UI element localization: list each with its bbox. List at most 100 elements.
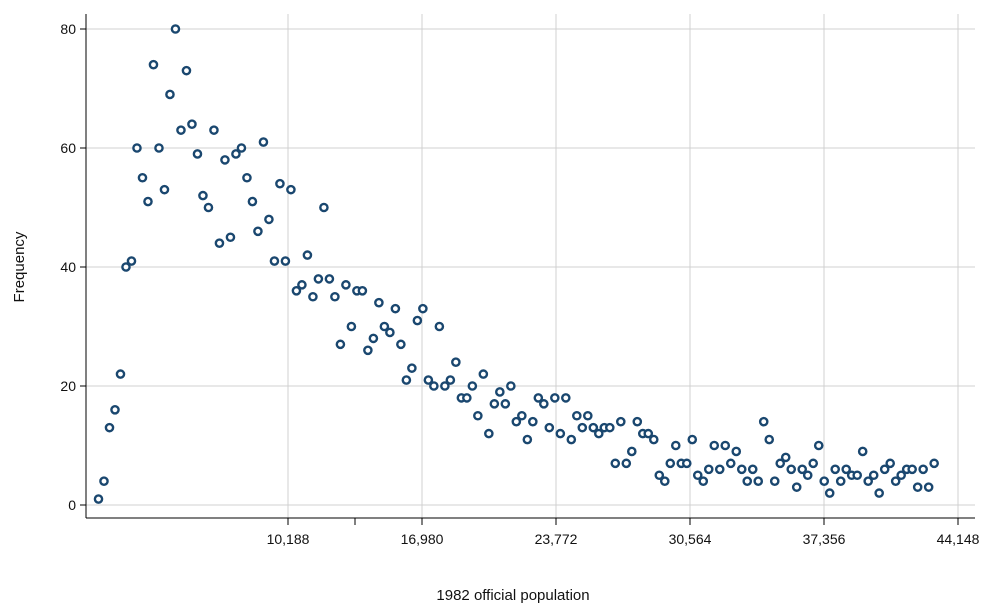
data-point bbox=[747, 464, 758, 475]
data-point bbox=[181, 65, 192, 76]
x-axis-title: 1982 official population bbox=[436, 587, 589, 604]
data-point bbox=[780, 452, 791, 463]
data-point bbox=[670, 440, 681, 451]
data-point bbox=[434, 321, 445, 332]
data-point bbox=[681, 458, 692, 469]
data-point bbox=[225, 232, 236, 243]
x-tick-label: 30,564 bbox=[669, 531, 712, 547]
data-point bbox=[253, 226, 263, 237]
data-point bbox=[308, 291, 318, 302]
data-point bbox=[572, 410, 582, 421]
data-point bbox=[467, 381, 478, 391]
data-point bbox=[220, 155, 230, 165]
y-axis-title: Frequency bbox=[11, 231, 28, 302]
data-point bbox=[445, 375, 456, 385]
data-point bbox=[830, 464, 841, 475]
data-point bbox=[786, 464, 797, 475]
data-point bbox=[654, 470, 665, 481]
data-point bbox=[275, 178, 285, 189]
data-point bbox=[566, 434, 577, 445]
data-point bbox=[742, 476, 753, 487]
data-point bbox=[451, 357, 461, 368]
x-ticks: 10,188 16,980 23,772 30,564 37,356 44,148 bbox=[267, 518, 980, 547]
data-point bbox=[879, 464, 890, 475]
data-point bbox=[791, 482, 802, 492]
data-point bbox=[528, 416, 538, 427]
data-point bbox=[473, 410, 483, 421]
data-point bbox=[824, 488, 835, 498]
data-point bbox=[753, 476, 764, 487]
data-point bbox=[484, 428, 494, 439]
data-point bbox=[588, 422, 599, 433]
data-point bbox=[170, 24, 181, 34]
data-point bbox=[379, 321, 390, 332]
data-point bbox=[418, 303, 428, 314]
data-point bbox=[368, 333, 379, 344]
y-tick-label: 0 bbox=[68, 497, 76, 513]
data-point bbox=[258, 137, 269, 147]
data-point bbox=[390, 303, 401, 314]
data-point bbox=[385, 327, 395, 338]
data-point bbox=[412, 315, 423, 326]
x-tick-label: 23,772 bbox=[535, 531, 578, 547]
data-point bbox=[110, 404, 120, 415]
data-point bbox=[621, 458, 632, 469]
data-point bbox=[489, 399, 500, 409]
data-point bbox=[692, 470, 703, 481]
data-point bbox=[495, 387, 505, 397]
data-point bbox=[423, 375, 434, 385]
data-point bbox=[335, 339, 346, 350]
data-point bbox=[236, 143, 247, 153]
data-point bbox=[324, 274, 335, 284]
data-point bbox=[330, 291, 340, 302]
data-point bbox=[357, 285, 368, 296]
data-point bbox=[517, 410, 527, 421]
data-point bbox=[539, 399, 549, 409]
data-point bbox=[912, 482, 923, 492]
data-point bbox=[187, 119, 197, 129]
data-point bbox=[709, 440, 720, 451]
data-point bbox=[478, 369, 489, 379]
data-point bbox=[720, 440, 731, 451]
axes bbox=[85, 14, 975, 519]
data-point bbox=[286, 184, 296, 195]
data-point bbox=[885, 458, 895, 469]
data-point bbox=[923, 482, 934, 492]
data-point bbox=[269, 256, 280, 266]
y-ticks: 0 20 40 60 80 bbox=[60, 21, 86, 513]
grid bbox=[86, 14, 975, 518]
data-points bbox=[93, 24, 939, 504]
y-tick-label: 60 bbox=[60, 140, 76, 156]
data-point bbox=[835, 476, 846, 487]
data-point bbox=[775, 458, 786, 469]
y-tick-label: 20 bbox=[60, 378, 76, 394]
data-point bbox=[687, 434, 698, 445]
data-point bbox=[93, 494, 104, 504]
data-point bbox=[143, 196, 153, 207]
data-point bbox=[725, 458, 736, 469]
data-point bbox=[863, 476, 873, 487]
data-point bbox=[511, 416, 522, 427]
data-point bbox=[561, 393, 571, 403]
data-point bbox=[99, 476, 109, 487]
data-point bbox=[319, 202, 329, 213]
data-point bbox=[137, 172, 148, 183]
data-point bbox=[852, 470, 863, 481]
x-tick-label: 44,148 bbox=[937, 531, 980, 547]
data-point bbox=[374, 297, 384, 308]
data-point bbox=[550, 393, 560, 403]
data-point bbox=[648, 434, 659, 445]
data-point bbox=[808, 458, 819, 469]
data-point bbox=[929, 458, 939, 469]
data-point bbox=[242, 172, 252, 183]
data-point bbox=[643, 428, 654, 439]
data-point bbox=[890, 476, 901, 487]
data-point bbox=[802, 470, 813, 481]
data-point bbox=[209, 125, 219, 135]
data-point bbox=[291, 285, 302, 296]
data-point bbox=[555, 428, 566, 439]
data-point bbox=[665, 458, 676, 469]
data-point bbox=[214, 238, 225, 248]
data-point bbox=[440, 381, 450, 391]
